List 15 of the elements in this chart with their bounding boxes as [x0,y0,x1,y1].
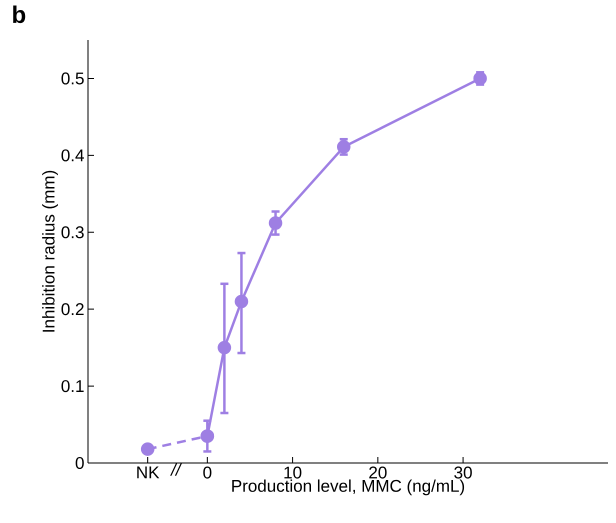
y-tick-label: 0.4 [61,149,84,162]
x-tick-label: 10 [284,466,302,479]
y-tick-label: 0 [76,456,84,470]
y-tick-label: 0.3 [61,226,84,238]
text: // [170,463,182,476]
x-tick-label: 0 [203,466,212,479]
y-tick-label: 0.2 [61,303,84,316]
chart-title: b [13,6,26,24]
x-tick-label: NK [137,466,160,478]
y-tick-label: 0.1 [61,380,84,392]
x-axis-title: Production level, MMC (ng/mL) [232,479,464,496]
x-tick-label: 30 [454,466,472,479]
y-axis-title: Inhibition radius (mm) [42,170,58,332]
y-tick-label: 0.5 [61,72,84,84]
x-tick-label: 20 [369,466,387,479]
